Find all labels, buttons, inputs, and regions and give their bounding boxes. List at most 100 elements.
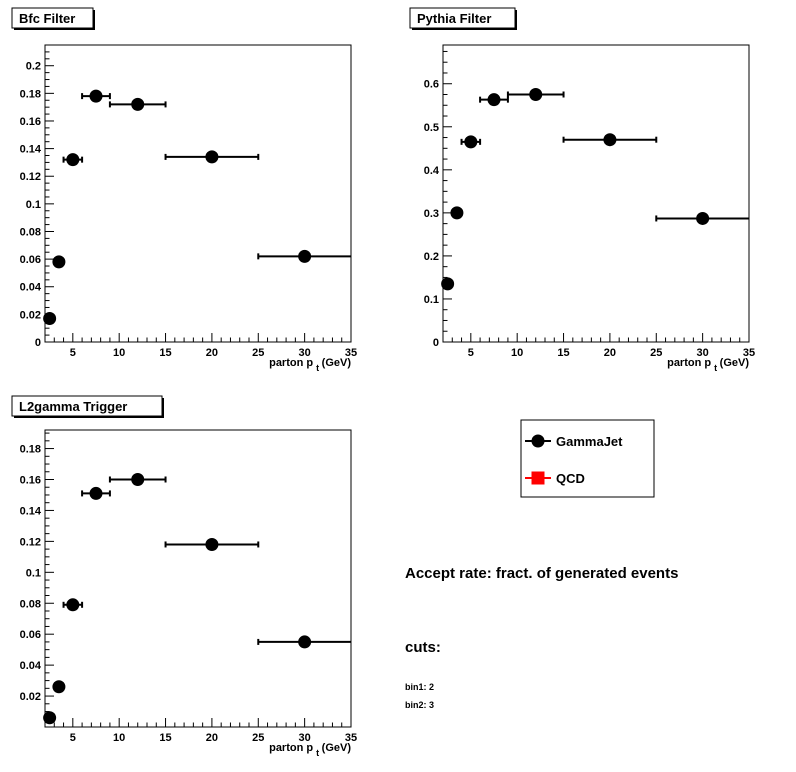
pythia-x-axis: 5 10 15 20 25 30 35 (442, 333, 755, 359)
bfc-data-point (131, 97, 145, 111)
pythia-xtick-label: 20 (604, 347, 616, 359)
l2gamma-xtick-label: 35 (345, 732, 357, 744)
l2gamma-data-point (66, 598, 80, 612)
bfc-ytick-label: 0.12 (20, 171, 41, 183)
bfc-xtick-label: 25 (252, 347, 264, 359)
bfc-data-point (205, 150, 219, 164)
bfc-ytick-label: 0.14 (20, 144, 42, 156)
bfc-title-box (11, 7, 94, 29)
pythia-series-gammajet (441, 88, 749, 291)
pythia-data-point (450, 206, 464, 220)
accept-rate-heading: Accept rate: fract. of generated events (405, 565, 679, 582)
legend-gammajet-label: GammaJet (556, 434, 623, 449)
pythia-ytick-label: 0.1 (424, 294, 439, 306)
bfc-data-point (298, 249, 312, 263)
pythia-ytick-label: 0.4 (424, 165, 440, 177)
pythia-ytick-label: 0.6 (424, 79, 439, 91)
l2gamma-series-gammajet (43, 473, 351, 725)
bfc-xtick-label: 35 (345, 347, 357, 359)
l2gamma-ytick-label: 0.04 (20, 660, 42, 672)
pythia-title: Pythia Filter (417, 11, 491, 26)
bfc-xtick-label: 20 (206, 347, 218, 359)
bin1-note: bin1: 2 (405, 682, 435, 692)
bfc-data-point (52, 255, 66, 269)
l2gamma-xtick-label: 30 (299, 732, 311, 744)
bfc-xtick-label: 5 (70, 347, 76, 359)
bfc-x-axis: 5 10 15 20 25 30 35 (44, 333, 357, 359)
pythia-xtick-label: 15 (557, 347, 569, 359)
bfc-ytick-label: 0.04 (20, 282, 42, 294)
pythia-data-point (696, 211, 710, 225)
l2gamma-plot-frame (44, 429, 352, 728)
pythia-data-point (464, 135, 478, 149)
l2gamma-x-axis: 5 10 15 20 25 30 35 (44, 718, 357, 744)
pythia-ytick-label: 0.5 (424, 122, 439, 134)
bfc-data-point (89, 89, 103, 103)
l2gamma-xtick-label: 20 (206, 732, 218, 744)
pythia-x-axis-label: parton p t (GeV) (667, 357, 749, 373)
bfc-ytick-label: 0.02 (20, 309, 41, 321)
l2gamma-title-box (11, 395, 163, 417)
l2gamma-title: L2gamma Trigger (19, 399, 127, 414)
l2gamma-ytick-label: 0.06 (20, 629, 41, 641)
cuts-label: cuts: (405, 639, 441, 656)
pythia-ytick-label: 0.2 (424, 251, 439, 263)
bfc-xtick-label: 15 (159, 347, 171, 359)
bfc-y-axis: 0 0.02 0.04 0.06 0.08 0.1 0.12 0.14 0.16 0.18 0.2 (20, 44, 54, 349)
legend-qcd-label: QCD (556, 471, 585, 486)
bfc-plot-frame (44, 44, 352, 343)
bfc-ytick-label: 0.18 (20, 88, 41, 100)
bfc-ytick-label: 0 (35, 337, 41, 349)
l2gamma-x-axis-label: parton p t (GeV) (269, 742, 351, 758)
l2gamma-ytick-label: 0.02 (20, 691, 41, 703)
l2gamma-xtick-label: 5 (70, 732, 76, 744)
l2gamma-xtick-label: 10 (113, 732, 125, 744)
pythia-plot-frame (442, 44, 750, 343)
pythia-data-point (603, 133, 617, 147)
l2gamma-data-point (43, 711, 57, 725)
bfc-ytick-label: 0.08 (20, 226, 41, 238)
pythia-xtick-label: 10 (511, 347, 523, 359)
bfc-data-point (66, 153, 80, 167)
pythia-xtick-label: 25 (650, 347, 662, 359)
l2gamma-ytick-label: 0.18 (20, 444, 41, 456)
l2gamma-data-point (205, 537, 219, 551)
bfc-xtick-label: 10 (113, 347, 125, 359)
l2gamma-ytick-label: 0.12 (20, 536, 41, 548)
l2gamma-data-point (52, 680, 66, 694)
l2gamma-trigger-panel: L2gamma Trigger 5 10 15 20 25 30 35 0.02 0.04 0.06… (11, 395, 357, 758)
pythia-data-point (441, 277, 455, 291)
l2gamma-xtick-label: 15 (159, 732, 171, 744)
legend-gammajet-marker (531, 434, 545, 448)
l2gamma-ytick-label: 0.1 (26, 567, 41, 579)
bfc-ytick-label: 0.16 (20, 116, 41, 128)
pythia-xtick-label: 5 (468, 347, 474, 359)
l2gamma-ytick-label: 0.16 (20, 475, 41, 487)
bfc-filter-panel: Bfc Filter 5 10 15 20 25 30 35 0 0.02 0.04 0.06 0.08… (11, 7, 357, 373)
bfc-series-gammajet (43, 89, 351, 326)
l2gamma-y-axis: 0.02 0.04 0.06 0.08 0.1 0.12 0.14 0.16 0.18 (20, 432, 54, 728)
pythia-data-point (487, 93, 501, 107)
pythia-y-axis: 0 0.1 0.2 0.3 0.4 0.5 0.6 (424, 50, 452, 349)
l2gamma-xtick-label: 25 (252, 732, 264, 744)
legend-frame (520, 419, 655, 498)
l2gamma-data-point (298, 635, 312, 649)
bfc-ytick-label: 0.06 (20, 254, 41, 266)
legend-qcd-marker (531, 471, 545, 485)
bfc-ytick-label: 0.2 (26, 61, 41, 73)
pythia-title-box (409, 7, 516, 29)
bfc-x-axis-label: parton p t (GeV) (269, 357, 351, 373)
bfc-xtick-label: 30 (299, 347, 311, 359)
bin2-note: bin2: 3 (405, 700, 435, 710)
l2gamma-ytick-label: 0.08 (20, 598, 41, 610)
l2gamma-ytick-label: 0.14 (20, 505, 42, 517)
pythia-xtick-label: 35 (743, 347, 755, 359)
pythia-data-point (529, 88, 543, 101)
l2gamma-data-point (131, 473, 145, 486)
pythia-ytick-label: 0.3 (424, 208, 439, 220)
pythia-xtick-label: 30 (697, 347, 709, 359)
l2gamma-data-point (89, 486, 103, 500)
legend-box: GammaJet QCD (520, 419, 655, 498)
bfc-ytick-label: 0.1 (26, 199, 41, 211)
